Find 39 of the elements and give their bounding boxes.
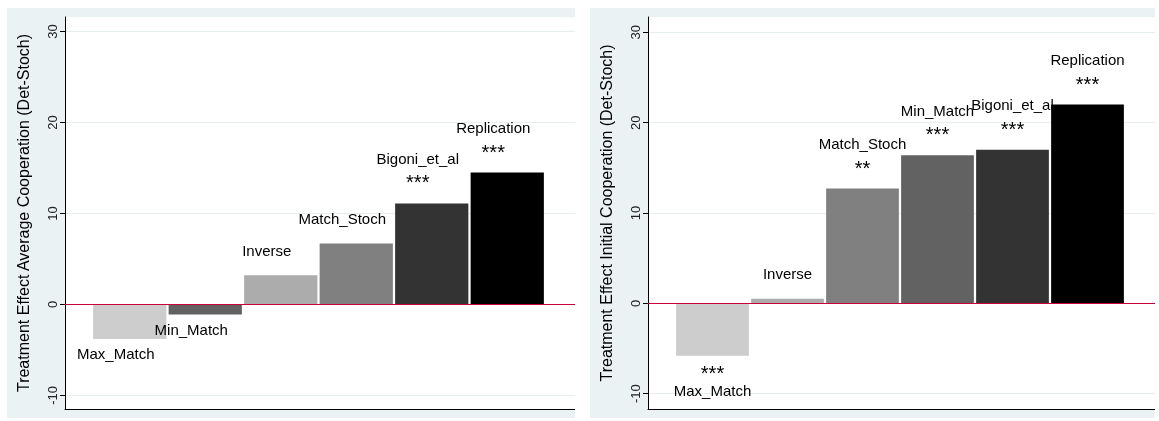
x-tick-label: Match_Stoch: [818, 135, 907, 153]
bar: [168, 304, 242, 315]
annotation: ***: [406, 171, 430, 194]
x-tick-label: Bigoni_et_al: [376, 149, 460, 167]
y-tick-label: 30: [45, 24, 60, 39]
y-tick-label: 20: [45, 115, 60, 130]
bar: [676, 303, 749, 356]
annotation: **: [854, 156, 871, 179]
y-tick-label: -10: [628, 384, 643, 404]
y-tick-label: 0: [628, 299, 643, 307]
y-tick-label: 20: [628, 115, 643, 130]
annotation: ***: [1000, 117, 1025, 140]
y-tick-label: 0: [45, 300, 60, 309]
bar: [470, 172, 544, 305]
x-tick-label: Max_Match: [673, 382, 752, 400]
y-tick-label: 10: [45, 206, 60, 221]
x-tick-label: Max_Match: [76, 345, 155, 363]
x-tick-label: Min_Match: [154, 320, 228, 338]
y-axis-title: Treatment Effect Initial Cooperation (Det-Stoch): [597, 44, 615, 382]
x-tick-label: Inverse: [762, 265, 813, 283]
bar: [244, 275, 318, 305]
y-tick-label: 10: [628, 205, 643, 221]
x-tick-label: Match_Stoch: [298, 209, 387, 227]
bar: [901, 155, 974, 304]
annotation: ***: [925, 123, 950, 146]
x-tick-label: Replication: [456, 119, 531, 137]
y-tick-label: 30: [628, 25, 643, 40]
bar: [976, 149, 1049, 304]
annotation: ***: [1075, 72, 1100, 95]
bar: [826, 188, 899, 304]
annotation: ***: [700, 361, 725, 384]
y-axis-title: Treatment Effect Average Cooperation (Det-Stoch): [14, 33, 32, 393]
x-tick-label: Replication: [1050, 51, 1125, 69]
bar: [395, 203, 469, 305]
bar: [1051, 104, 1124, 304]
bar: [319, 243, 393, 305]
y-tick-label: -10: [45, 385, 60, 405]
annotation: ***: [481, 140, 506, 163]
x-tick-label: Inverse: [242, 241, 292, 259]
